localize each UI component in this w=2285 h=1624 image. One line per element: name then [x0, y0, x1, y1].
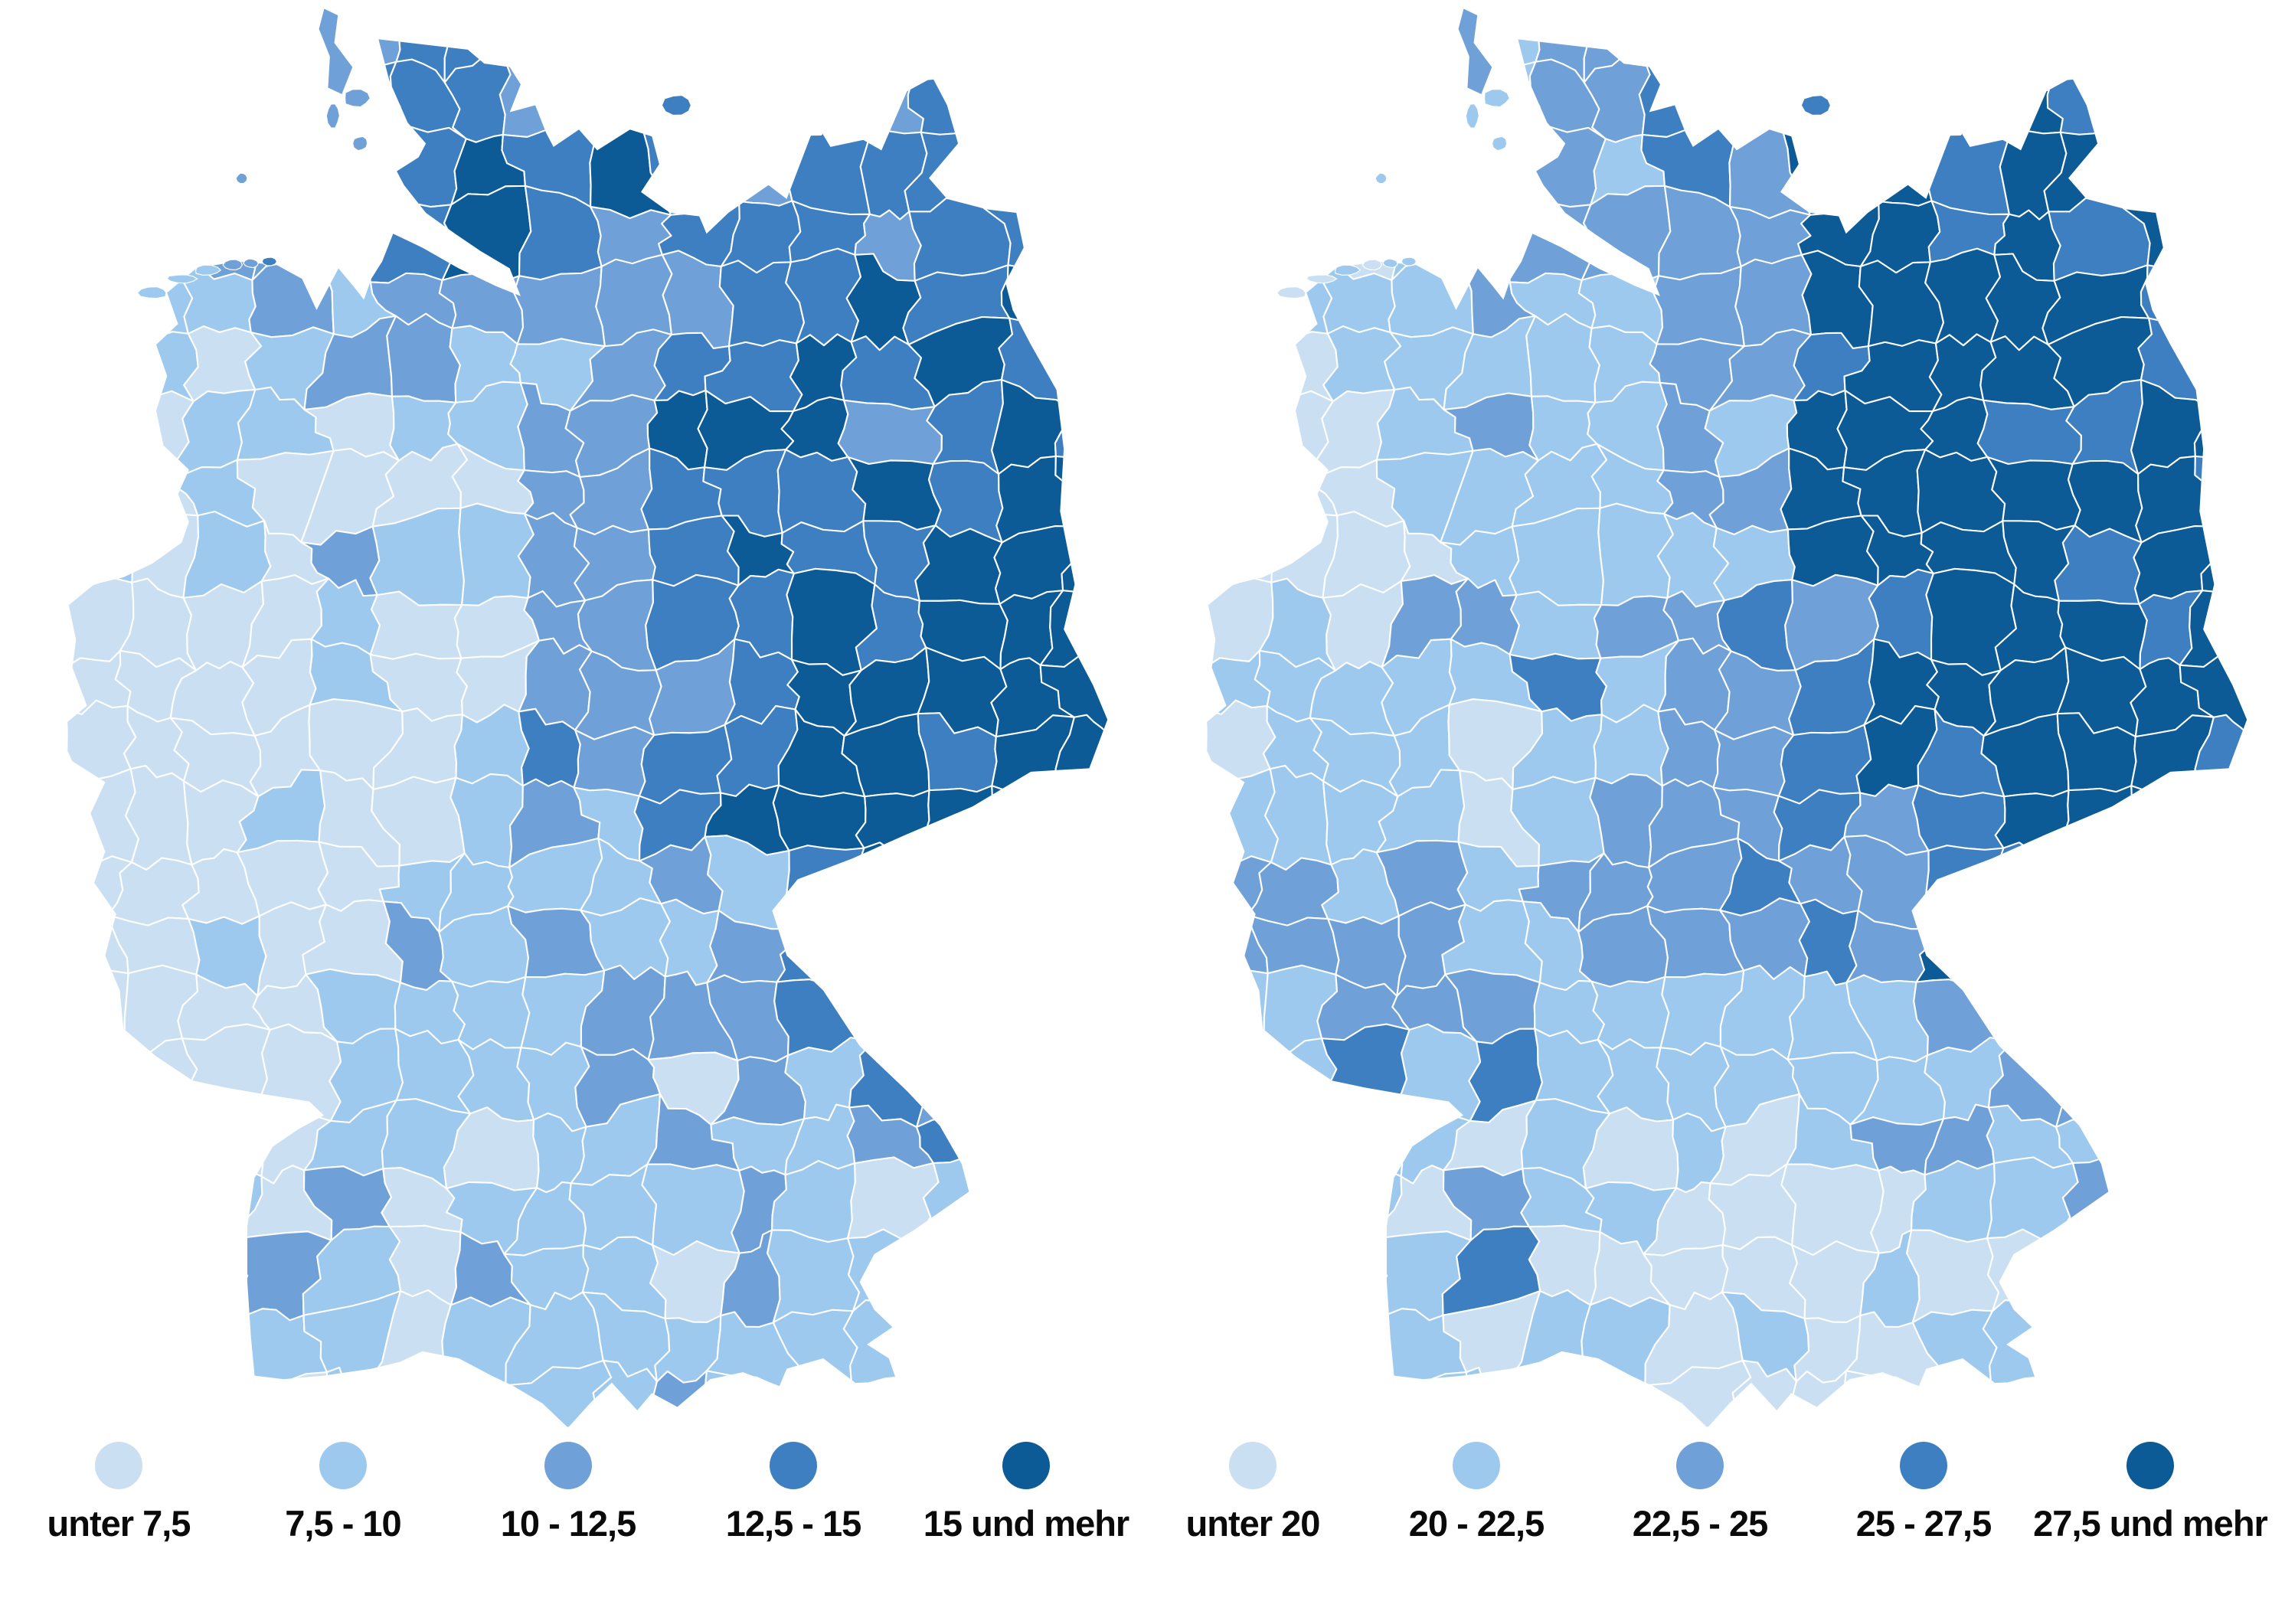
- germany-choropleth-map-left: [57, 7, 1108, 1428]
- legend-item: unter 20: [1130, 1442, 1375, 1544]
- legend-label: 27,5 und mehr: [2033, 1503, 2268, 1544]
- legend-label: unter 20: [1185, 1503, 1321, 1544]
- legend-label: 10 - 12,5: [500, 1503, 637, 1544]
- legend-label: 12,5 - 15: [725, 1503, 862, 1544]
- germany-choropleth-map-right: [1197, 7, 2247, 1428]
- legend-swatch-icon: [2126, 1442, 2174, 1489]
- legend-label: 25 - 27,5: [1855, 1503, 1992, 1544]
- legend-item: 15 und mehr: [904, 1442, 1149, 1544]
- legend-item: 7,5 - 10: [221, 1442, 466, 1544]
- legend-label: unter 7,5: [47, 1503, 191, 1544]
- legend-label: 22,5 - 25: [1632, 1503, 1769, 1544]
- legend-swatch-icon: [1453, 1442, 1500, 1489]
- legend-item: 27,5 und mehr: [2019, 1442, 2282, 1544]
- legend-label: 15 und mehr: [923, 1503, 1129, 1544]
- legend-swatch-icon: [1900, 1442, 1947, 1489]
- legend-swatch-icon: [319, 1442, 367, 1489]
- legend-item: 22,5 - 25: [1577, 1442, 1822, 1544]
- legend-swatch-icon: [1229, 1442, 1277, 1489]
- legend-swatch-icon: [95, 1442, 142, 1489]
- legend-swatch-icon: [544, 1442, 592, 1489]
- legend-item: 20 - 22,5: [1354, 1442, 1599, 1544]
- legend-swatch-icon: [1676, 1442, 1724, 1489]
- legend-item: 12,5 - 15: [671, 1442, 916, 1544]
- legend-item: 25 - 27,5: [1801, 1442, 2046, 1544]
- legend-label: 7,5 - 10: [285, 1503, 401, 1544]
- legend-swatch-icon: [1002, 1442, 1050, 1489]
- legend-label: 20 - 22,5: [1408, 1503, 1545, 1544]
- legend-item: unter 7,5: [0, 1442, 241, 1544]
- legend-swatch-icon: [770, 1442, 817, 1489]
- legend-item: 10 - 12,5: [446, 1442, 691, 1544]
